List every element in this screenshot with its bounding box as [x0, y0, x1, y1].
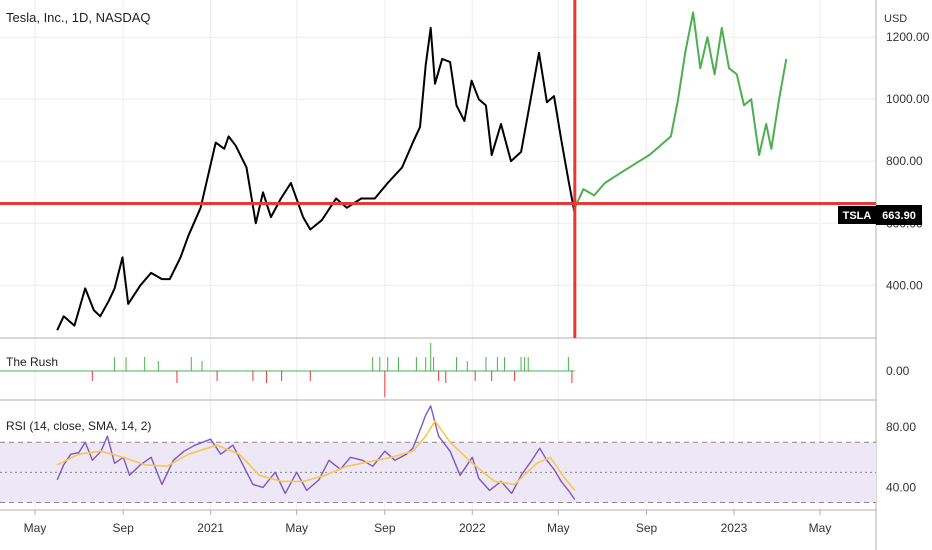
ticker-badge-bg — [838, 206, 876, 224]
x-tick-label: May — [809, 521, 832, 535]
rsi-line[interactable] — [56, 405, 576, 500]
x-tick-label: Sep — [636, 521, 658, 535]
x-tick-label: May — [285, 521, 308, 535]
price-tick-label: 400.00 — [886, 278, 923, 292]
price-badge-value: 663.90 — [882, 210, 916, 222]
x-tick-label: Sep — [112, 521, 134, 535]
axes: May Sep 2021 May Sep 2022 May Sep 2023 May 1200.00… — [24, 30, 930, 535]
rush-tick-label: 0.00 — [886, 364, 910, 378]
price-line[interactable] — [56, 26, 576, 331]
currency-label: USD — [884, 13, 907, 25]
rsi-tick-label: 40.00 — [886, 480, 916, 494]
x-tick-label: 2023 — [721, 521, 748, 535]
x-tick-label: Sep — [374, 521, 396, 535]
sma-line[interactable] — [56, 420, 576, 491]
price-tick-label: 1000.00 — [886, 92, 930, 106]
x-tick-label: May — [24, 521, 47, 535]
price-pane[interactable] — [0, 0, 876, 338]
price-badge[interactable]: TSLA 663.90 — [838, 205, 922, 225]
rsi-pane-title[interactable]: RSI (14, close, SMA, 14, 2) — [6, 419, 151, 433]
symbol-title[interactable]: Tesla, Inc., 1D, NASDAQ — [6, 10, 151, 25]
ticker-badge-label: TSLA — [843, 210, 872, 222]
projection-line[interactable] — [573, 11, 788, 209]
rush-pane[interactable] — [0, 343, 575, 397]
price-tick-label: 1200.00 — [886, 30, 930, 44]
price-tick-label: 800.00 — [886, 154, 923, 168]
x-tick-label: May — [547, 521, 570, 535]
rsi-pane[interactable] — [0, 405, 876, 503]
rsi-tick-label: 80.00 — [886, 420, 916, 434]
x-tick-label: 2022 — [459, 521, 486, 535]
x-tick-label: 2021 — [197, 521, 224, 535]
price-badge-bg — [876, 205, 922, 225]
rush-pane-title[interactable]: The Rush — [6, 355, 58, 369]
